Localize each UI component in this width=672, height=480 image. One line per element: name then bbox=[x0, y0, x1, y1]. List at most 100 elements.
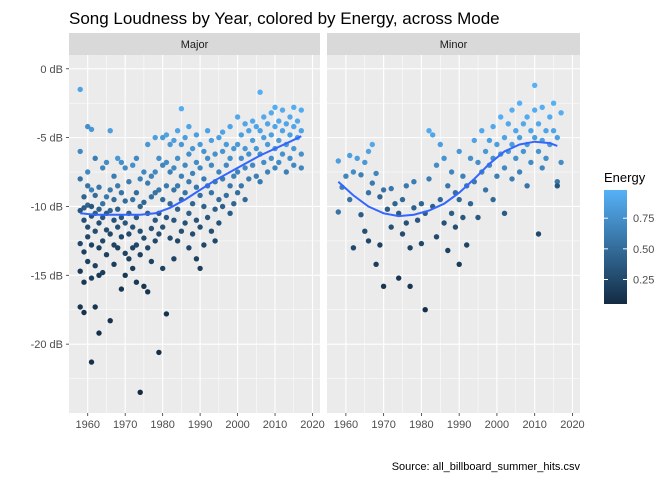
data-point bbox=[96, 245, 102, 251]
data-point bbox=[231, 201, 237, 207]
data-point bbox=[141, 199, 147, 205]
data-point bbox=[422, 307, 428, 313]
legend-tick-label: 0.25 bbox=[633, 274, 654, 286]
data-point bbox=[358, 172, 364, 178]
data-point bbox=[227, 123, 233, 130]
data-point bbox=[494, 141, 500, 148]
data-point bbox=[460, 214, 466, 221]
data-point bbox=[115, 224, 121, 230]
data-point bbox=[92, 263, 98, 269]
data-point bbox=[152, 169, 158, 175]
data-point bbox=[174, 183, 181, 189]
data-point bbox=[88, 126, 95, 133]
data-point bbox=[81, 205, 87, 211]
data-point bbox=[171, 187, 177, 193]
data-point bbox=[111, 242, 117, 248]
data-point bbox=[227, 183, 233, 189]
data-point bbox=[107, 318, 113, 324]
data-point bbox=[96, 220, 102, 226]
data-point bbox=[234, 114, 241, 120]
data-point bbox=[509, 141, 515, 148]
y-tick-label: -10 dB bbox=[31, 201, 63, 213]
data-point bbox=[216, 134, 222, 141]
data-point bbox=[227, 155, 233, 161]
data-point bbox=[115, 155, 121, 161]
data-point bbox=[418, 201, 425, 207]
data-point bbox=[189, 170, 196, 177]
data-point bbox=[475, 214, 481, 221]
data-point bbox=[516, 134, 523, 141]
data-point bbox=[528, 159, 534, 166]
data-point bbox=[249, 162, 256, 168]
data-point bbox=[264, 141, 271, 148]
data-point bbox=[486, 137, 493, 144]
data-point bbox=[253, 145, 259, 152]
data-point bbox=[498, 114, 504, 120]
data-point bbox=[242, 145, 248, 152]
data-point bbox=[193, 256, 200, 262]
data-point bbox=[272, 165, 278, 171]
x-tick-label: 2000 bbox=[485, 419, 509, 431]
data-point bbox=[133, 155, 140, 161]
data-point bbox=[298, 165, 304, 171]
data-point bbox=[287, 114, 293, 120]
strip-label-minor: Minor bbox=[440, 39, 468, 51]
data-point bbox=[133, 279, 140, 285]
data-point bbox=[103, 159, 110, 166]
data-point bbox=[257, 128, 263, 134]
data-point bbox=[246, 176, 252, 182]
data-point bbox=[276, 159, 282, 166]
data-point bbox=[403, 220, 409, 226]
data-point bbox=[501, 210, 508, 216]
data-point bbox=[100, 165, 106, 171]
data-point bbox=[513, 128, 519, 134]
data-point bbox=[77, 268, 83, 274]
legend-title: Energy bbox=[604, 170, 646, 185]
data-point bbox=[399, 196, 406, 203]
data-point bbox=[249, 118, 256, 124]
data-point bbox=[197, 141, 203, 148]
data-point bbox=[448, 169, 455, 175]
data-point bbox=[365, 148, 372, 155]
data-point bbox=[145, 180, 151, 186]
x-tick-label: 2020 bbox=[560, 419, 584, 431]
data-point bbox=[88, 203, 95, 210]
data-point bbox=[433, 234, 440, 240]
data-point bbox=[257, 89, 263, 95]
data-point bbox=[234, 190, 241, 196]
data-point bbox=[238, 183, 244, 189]
data-point bbox=[201, 203, 207, 210]
data-point bbox=[467, 155, 474, 161]
data-point bbox=[219, 148, 226, 155]
data-point bbox=[152, 190, 158, 196]
chart-caption: Source: all_billboard_summer_hits.csv bbox=[392, 461, 581, 473]
x-tick-label: 2000 bbox=[225, 419, 249, 431]
data-point bbox=[471, 137, 477, 144]
data-point bbox=[365, 238, 372, 244]
data-point bbox=[115, 245, 121, 251]
data-point bbox=[460, 173, 466, 179]
x-tick-label: 1980 bbox=[150, 419, 174, 431]
data-point bbox=[182, 220, 188, 226]
data-point bbox=[85, 258, 91, 265]
data-point bbox=[156, 155, 162, 161]
legend-colorbar bbox=[604, 190, 627, 304]
data-point bbox=[452, 224, 459, 230]
data-point bbox=[103, 194, 110, 200]
data-point bbox=[343, 173, 349, 179]
data-point bbox=[550, 100, 557, 106]
data-point bbox=[554, 183, 560, 189]
data-point bbox=[524, 114, 530, 120]
y-tick-label: -15 dB bbox=[31, 270, 63, 282]
data-point bbox=[152, 238, 158, 244]
data-point bbox=[141, 235, 147, 241]
data-point bbox=[294, 118, 301, 124]
data-point bbox=[152, 134, 158, 141]
data-point bbox=[242, 121, 248, 127]
data-point bbox=[137, 203, 143, 210]
data-point bbox=[171, 165, 177, 171]
data-point bbox=[388, 185, 394, 192]
legend-tick-label: 0.75 bbox=[633, 213, 654, 225]
data-point bbox=[189, 145, 196, 152]
data-point bbox=[513, 155, 519, 161]
